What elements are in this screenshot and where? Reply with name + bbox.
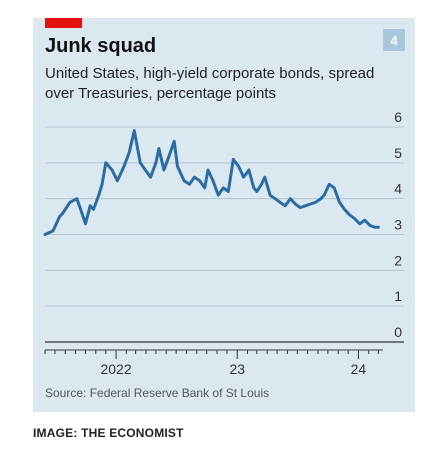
chart-source: Source: Federal Reserve Bank of St Louis — [45, 386, 270, 400]
y-tick-label: 1 — [394, 288, 402, 304]
x-tick-label: 23 — [229, 361, 245, 377]
x-tick-label: 2022 — [100, 361, 131, 377]
y-tick-label: 3 — [394, 217, 402, 233]
chart-subtitle: United States, high-yield corporate bond… — [45, 65, 375, 102]
brand-red-tag — [45, 18, 82, 28]
chart-number-badge: 4 — [383, 29, 405, 51]
y-tick-label: 5 — [394, 145, 402, 161]
image-credit: IMAGE: THE ECONOMIST — [33, 426, 184, 440]
x-tick-label: 24 — [351, 361, 367, 377]
y-tick-label: 6 — [394, 109, 402, 125]
y-tick-label: 4 — [394, 181, 402, 197]
y-tick-label: 2 — [394, 252, 402, 268]
spread-series-line — [43, 129, 380, 236]
y-tick-label: 0 — [394, 324, 402, 340]
chart-title: Junk squad — [45, 35, 157, 57]
